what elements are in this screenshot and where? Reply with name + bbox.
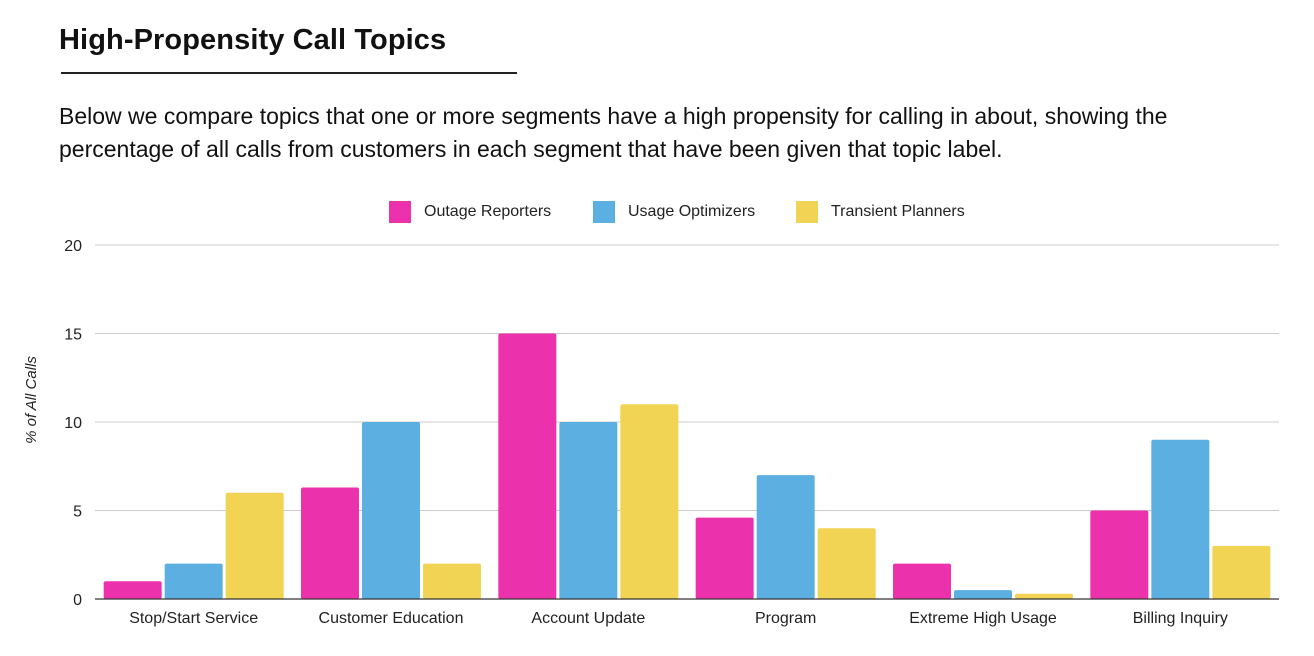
y-tick-label: 15 [64, 327, 82, 344]
y-tick-label: 10 [64, 415, 82, 432]
legend-label: Transient Planners [831, 203, 965, 220]
legend-label: Outage Reporters [424, 203, 552, 220]
bar[interactable] [362, 422, 420, 599]
y-axis-label: % of All Calls [23, 356, 40, 444]
bar[interactable] [756, 475, 815, 599]
bar[interactable] [301, 487, 359, 599]
x-tick-label: Billing Inquiry [1133, 610, 1228, 627]
chart-gridlines [95, 244, 1279, 511]
title-underline [61, 72, 517, 74]
x-tick-label: Account Update [531, 610, 645, 627]
bar[interactable] [559, 422, 618, 599]
bar[interactable] [103, 581, 162, 599]
legend-swatch [389, 201, 411, 223]
chart-bars [103, 333, 1271, 600]
y-tick-label: 0 [73, 592, 82, 609]
x-tick-label: Customer Education [319, 610, 464, 627]
x-tick-label: Stop/Start Service [129, 610, 258, 627]
bar[interactable] [893, 563, 951, 599]
chart-x-axis: Stop/Start Service Customer Education Acco… [95, 598, 1279, 627]
bar[interactable] [225, 492, 284, 599]
legend-item-transient-planners[interactable]: Transient Planners [796, 200, 965, 224]
bar[interactable] [423, 563, 481, 599]
chart-legend: Outage Reporters Usage Optimizers Transi… [0, 200, 1314, 224]
y-tick-label: 5 [73, 504, 82, 521]
x-tick-label: Extreme High Usage [909, 610, 1057, 627]
legend-swatch [796, 201, 818, 223]
bar[interactable] [620, 404, 679, 599]
chart-y-axis: 0 5 10 15 20 [64, 238, 82, 609]
bar[interactable] [1015, 593, 1073, 599]
page-title: High-Propensity Call Topics [59, 24, 447, 56]
page-description: Below we compare topics that one or more… [59, 103, 1168, 162]
bar[interactable] [1212, 545, 1271, 599]
bar[interactable] [695, 517, 754, 599]
bar[interactable] [498, 333, 557, 600]
legend-item-outage-reporters[interactable]: Outage Reporters [389, 200, 551, 224]
legend-label: Usage Optimizers [628, 203, 756, 220]
bar[interactable] [954, 590, 1012, 599]
y-tick-label: 20 [64, 238, 82, 255]
bar[interactable] [164, 563, 223, 599]
bar[interactable] [1151, 439, 1210, 599]
bar[interactable] [817, 528, 876, 599]
legend-item-usage-optimizers[interactable]: Usage Optimizers [593, 200, 755, 224]
x-tick-label: Program [755, 610, 816, 627]
legend-swatch [593, 201, 615, 223]
bar[interactable] [1090, 510, 1149, 600]
